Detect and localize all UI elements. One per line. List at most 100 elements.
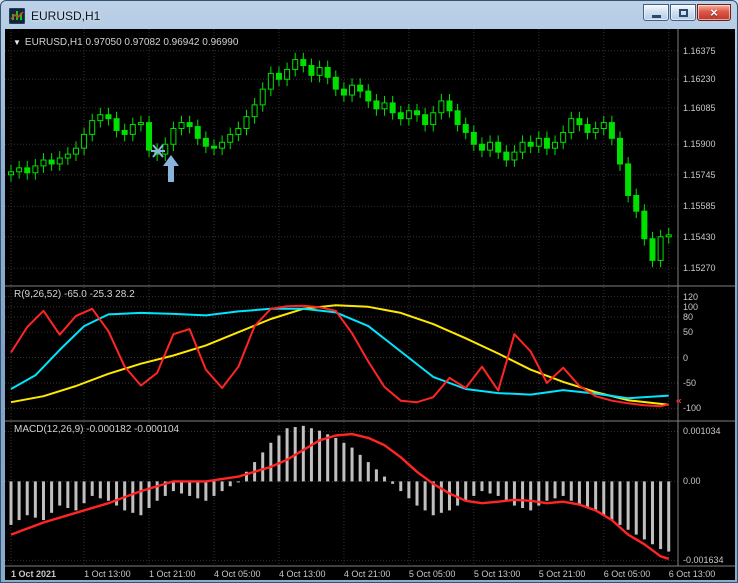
candle [357,84,364,92]
candle [422,114,429,126]
macd-signal [10,432,670,560]
candle [462,124,469,133]
chart-window-icon [8,7,26,25]
candle [332,76,339,90]
candle [657,236,664,261]
candle [495,141,502,153]
candle [405,110,412,120]
candle [243,116,250,129]
macd-histogram [9,425,671,552]
candle [219,141,226,149]
candle [275,72,282,80]
candle [349,84,356,96]
up-arrow-annotation [163,155,179,182]
candle [56,157,63,165]
candle [16,167,23,173]
candle [381,102,388,110]
candle [300,59,307,66]
candle [576,118,583,126]
window-titlebar[interactable]: EURUSD,H1 × [5,4,733,28]
close-icon: × [710,5,718,20]
candle [340,88,347,96]
candle [543,137,550,149]
chart-canvas[interactable] [5,29,735,580]
candle [24,167,31,174]
candle [40,159,47,167]
panel-splitter-macd[interactable] [5,419,735,424]
candle [211,145,217,149]
candle [584,124,591,133]
candle [519,141,526,153]
candle [121,129,128,135]
minimize-button[interactable] [643,4,669,21]
close-button[interactable]: × [697,4,731,21]
candle [97,114,104,122]
candles [8,52,672,268]
candle [251,104,258,118]
candle [414,110,420,116]
candle [527,141,534,147]
candle [162,143,169,155]
candle [389,102,396,114]
chart-annotations [151,144,179,182]
candle [608,122,615,139]
candle [446,100,453,112]
candle [478,143,485,151]
minimize-icon [651,15,661,18]
candle [665,234,672,238]
candle [397,112,404,120]
candle [560,131,567,143]
candle [48,159,55,165]
indicator1-red-line [10,304,669,408]
candle [146,122,153,151]
candle [511,151,518,161]
candle [649,238,656,261]
candle [438,100,445,114]
candle [535,137,542,147]
candle [72,147,79,155]
chart-content-area: ▼ EURUSD,H1 0.97050 0.97082 0.96942 0.969… [5,29,735,580]
candle [470,131,477,145]
macd-signal-line [10,432,670,560]
window-controls: × [643,4,731,21]
candle [105,114,112,120]
candle [227,133,234,143]
candle [625,163,632,196]
window-title: EURUSD,H1 [31,9,101,23]
candle [284,68,291,80]
candle [600,122,607,129]
candle [129,124,136,135]
candle [503,151,510,161]
indicator1-cyan-line [10,307,669,400]
candle [592,128,599,133]
candle [178,122,185,129]
panel-separators [5,29,735,567]
candle [487,141,494,151]
candle [430,112,437,126]
candle [202,137,209,147]
candle [316,66,323,76]
candle [373,100,380,110]
candle [89,120,96,135]
candle [137,122,144,126]
candle [235,128,242,135]
candle [81,133,88,149]
candle [568,118,575,133]
candle [552,141,559,149]
panel-splitter-indicator1[interactable] [5,284,735,289]
maximize-button[interactable] [670,4,696,21]
candle [186,122,193,128]
grid-lines [5,29,678,566]
candle [8,171,14,176]
candle [365,90,372,102]
candle [113,118,120,131]
candle [633,194,640,212]
candle [617,137,623,165]
candle [170,128,177,145]
candle [194,126,201,139]
candle [324,66,331,78]
candle [292,59,299,70]
candle [267,72,274,90]
candle [32,165,39,174]
